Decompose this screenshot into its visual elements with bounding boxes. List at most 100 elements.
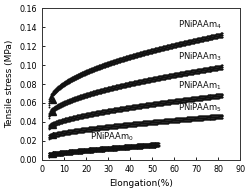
Point <box>211 69 215 72</box>
Point <box>167 45 171 48</box>
Point <box>70 152 74 155</box>
Point <box>90 147 94 150</box>
Point <box>82 72 86 75</box>
Point <box>81 149 85 152</box>
Point <box>75 150 79 153</box>
Point <box>179 101 183 104</box>
Point <box>88 111 92 114</box>
Point <box>93 114 97 117</box>
Point <box>80 148 84 151</box>
Point <box>98 63 102 67</box>
Point <box>78 127 82 130</box>
Point <box>211 37 215 40</box>
Point <box>142 81 146 84</box>
Point <box>192 97 196 100</box>
Point <box>52 152 56 156</box>
Point <box>84 69 88 72</box>
Point <box>101 89 105 92</box>
Point <box>200 118 203 121</box>
Point <box>48 123 52 126</box>
Point <box>104 108 108 111</box>
Point <box>220 64 224 67</box>
Point <box>96 150 100 153</box>
Point <box>102 146 106 149</box>
Point <box>141 80 145 83</box>
Point <box>202 98 206 101</box>
Point <box>158 47 162 50</box>
Point <box>206 66 210 69</box>
Point <box>142 50 146 53</box>
Point <box>125 58 129 61</box>
Point <box>112 110 116 113</box>
Point <box>168 73 172 76</box>
Point <box>163 75 167 78</box>
Point <box>200 95 204 98</box>
X-axis label: Elongation(%): Elongation(%) <box>109 179 173 188</box>
Point <box>210 115 214 119</box>
Point <box>100 149 104 152</box>
Point <box>183 41 187 44</box>
Point <box>108 89 112 92</box>
Point <box>106 64 110 67</box>
Point <box>101 110 105 113</box>
Point <box>188 69 192 72</box>
Point <box>130 145 134 148</box>
Point <box>88 111 92 114</box>
Point <box>64 118 68 121</box>
Point <box>207 69 211 72</box>
Point <box>157 100 161 103</box>
Point <box>119 106 123 109</box>
Point <box>109 127 113 130</box>
Point <box>59 83 63 86</box>
Point <box>125 123 129 126</box>
Point <box>75 148 79 151</box>
Point <box>183 116 187 119</box>
Point <box>165 101 169 104</box>
Point <box>50 96 54 99</box>
Point <box>156 143 160 146</box>
Point <box>170 102 174 105</box>
Point <box>66 119 70 123</box>
Point <box>85 92 89 95</box>
Point <box>140 144 143 147</box>
Point <box>184 70 188 73</box>
Point <box>148 105 152 108</box>
Point <box>48 126 52 130</box>
Point <box>200 95 204 98</box>
Point <box>172 42 176 45</box>
Point <box>76 95 80 98</box>
Point <box>116 144 120 147</box>
Point <box>78 96 82 99</box>
Point <box>190 117 194 120</box>
Point <box>119 60 123 63</box>
Point <box>129 106 133 109</box>
Point <box>66 132 70 135</box>
Point <box>88 126 92 129</box>
Point <box>175 73 179 76</box>
Point <box>212 37 216 40</box>
Point <box>116 108 120 111</box>
Point <box>208 36 212 39</box>
Point <box>90 111 94 114</box>
Point <box>188 71 192 74</box>
Point <box>78 115 82 118</box>
Point <box>177 101 181 104</box>
Point <box>136 145 140 148</box>
Point <box>132 123 136 126</box>
Point <box>114 146 118 149</box>
Point <box>133 143 137 146</box>
Point <box>142 80 146 83</box>
Point <box>165 44 169 47</box>
Point <box>132 105 136 108</box>
Point <box>194 119 198 122</box>
Point <box>147 103 151 106</box>
Point <box>180 116 184 119</box>
Point <box>127 123 131 126</box>
Point <box>139 104 143 107</box>
Point <box>147 123 151 126</box>
Point <box>174 119 178 122</box>
Point <box>62 130 66 133</box>
Point <box>93 67 97 70</box>
Point <box>78 148 82 151</box>
Point <box>208 36 212 39</box>
